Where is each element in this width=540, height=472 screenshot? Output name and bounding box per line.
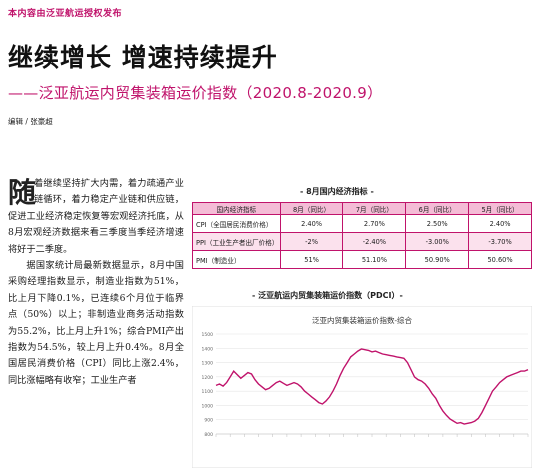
publisher-note: 本内容由泛亚航运授权发布 <box>8 9 123 19</box>
x-axis-ticks <box>215 433 529 437</box>
table-cell: 51% <box>279 250 344 269</box>
table-cell: -3.70% <box>468 232 532 251</box>
chart-frame <box>192 306 532 468</box>
y-tick-label: 800 <box>204 432 213 438</box>
table-cell: -2.40% <box>342 232 407 251</box>
econ-table-title: - 8月国内经济指标 - <box>300 187 374 196</box>
y-tick-label: 1200 <box>202 375 214 381</box>
paragraph-1: 随着继续坚持扩大内需，着力疏通产业链循环，着力稳定产业链和供应链，促进工业经济稳… <box>8 176 184 258</box>
row-label: PMI（制造业） <box>192 250 281 269</box>
y-tick-label: 1100 <box>202 389 214 395</box>
series-line <box>215 348 529 425</box>
column-header: 7月（同比） <box>342 202 407 215</box>
table-cell: 2.50% <box>405 214 470 233</box>
table-cell: 2.40% <box>279 214 344 233</box>
table-header-row: 国内经济指标 8月（同比） 7月（同比） 6月（同比） 5月（同比） <box>192 202 532 215</box>
table-cell: 51.10% <box>342 250 407 269</box>
drop-cap: 随 <box>8 176 37 209</box>
column-header: 5月（同比） <box>468 202 532 215</box>
table-cell: 2.40% <box>468 214 532 233</box>
table-row: PMI（制造业） 51% 51.10% 50.90% 50.60% <box>192 250 532 269</box>
table-cell: 50.90% <box>405 250 470 269</box>
article-body: 随着继续坚持扩大内需，着力疏通产业链循环，着力稳定产业链和供应链，促进工业经济稳… <box>8 176 184 389</box>
table-cell: -3.00% <box>405 232 470 251</box>
table-cell: 2.70% <box>342 214 407 233</box>
y-tick-label: 1400 <box>202 346 214 352</box>
y-tick-label: 1500 <box>202 332 214 338</box>
table-cell: -2% <box>279 232 344 251</box>
row-label: PPI（工业生产者出厂价格） <box>192 232 281 251</box>
table-cell: 50.60% <box>468 250 532 269</box>
chart-title: 泛亚内贸集装箱运价指数-综合 <box>312 315 413 325</box>
column-header: 国内经济指标 <box>192 202 281 215</box>
article-subheadline: ——泛亚航运内贸集装箱运价指数（2020.8-2020.9） <box>8 84 383 102</box>
column-header: 6月（同比） <box>405 202 470 215</box>
y-tick-label: 1300 <box>202 361 214 367</box>
pdci-line-chart: 泛亚内贸集装箱运价指数-综合 800 900 1000 1100 1200 1300 140… <box>192 306 532 468</box>
column-header: 8月（同比） <box>279 202 344 215</box>
paragraph-2-text: 据国家统计局最新数据显示，8月中国采购经理指数显示，制造业指数为51%，比上月下… <box>8 260 184 386</box>
article-headline: 继续增长 增速持续提升 <box>8 43 278 72</box>
row-label: CPI（全国居民消费价格） <box>192 214 281 233</box>
chart-heading: - 泛亚航运内贸集装箱运价指数（PDCI）- <box>252 291 403 300</box>
y-axis-ticks: 800 900 1000 1100 1200 1300 1400 1500 <box>202 332 214 438</box>
table-row: CPI（全国居民消费价格） 2.40% 2.70% 2.50% 2.40% <box>192 214 532 233</box>
editor-credit: 编辑 / 张豪超 <box>8 117 53 126</box>
paragraph-1-text: 着继续坚持扩大内需，着力疏通产业链循环，着力稳定产业链和供应链，促进工业经济稳定… <box>8 178 184 255</box>
y-tick-label: 900 <box>204 418 213 424</box>
table-row: PPI（工业生产者出厂价格） -2% -2.40% -3.00% -3.70% <box>192 232 532 251</box>
econ-indicator-table: 国内经济指标 8月（同比） 7月（同比） 6月（同比） 5月（同比） CPI（全… <box>192 202 532 269</box>
y-tick-label: 1000 <box>202 403 214 409</box>
paragraph-2: 据国家统计局最新数据显示，8月中国采购经理指数显示，制造业指数为51%，比上月下… <box>8 258 184 389</box>
